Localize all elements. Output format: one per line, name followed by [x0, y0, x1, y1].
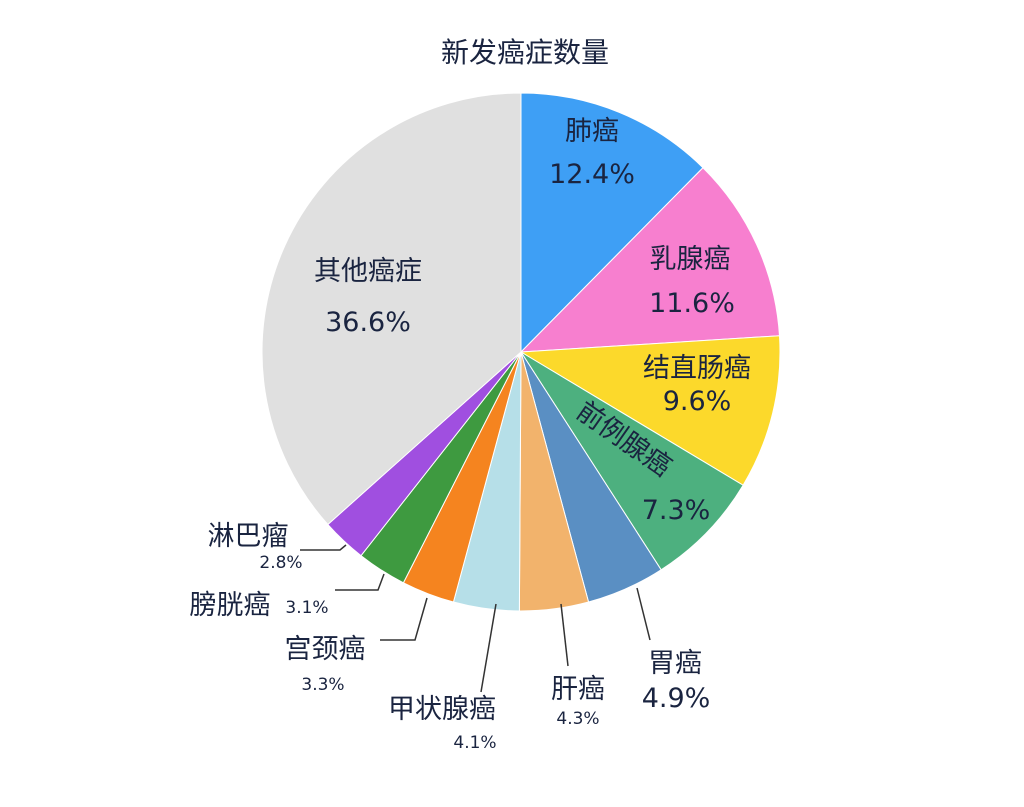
pie-slice: [261, 92, 522, 526]
slice-value-label: 12.4%: [549, 159, 635, 190]
leader-line: [480, 603, 497, 693]
slice-label: 甲状腺癌: [388, 694, 496, 725]
leader-line: [300, 544, 347, 551]
slice-label: 其他癌症: [314, 256, 422, 287]
slice-value-label: 3.1%: [285, 598, 328, 618]
slice-label: 结直肠癌: [643, 353, 751, 384]
leader-line: [335, 573, 385, 591]
pie-slice: [520, 92, 704, 354]
slice-value-label: 4.1%: [453, 733, 496, 753]
pie-slice: [520, 351, 744, 571]
slice-label: 肝癌: [551, 674, 605, 705]
leader-line: [560, 603, 569, 667]
slice-label: 膀胱癌: [190, 590, 271, 621]
chart-title: 新发癌症数量: [441, 36, 609, 69]
slice-value-label: 4.3%: [556, 709, 599, 729]
slice-label: 乳腺癌: [650, 244, 731, 275]
slice-label: 淋巴瘤: [208, 521, 289, 552]
slice-label: 肺癌: [565, 116, 619, 147]
leader-line: [636, 587, 651, 641]
slice-value-label: 36.6%: [325, 307, 411, 338]
pie-slice: [519, 335, 781, 486]
slice-value-label: 7.3%: [642, 495, 711, 526]
slice-value-label: 2.8%: [259, 553, 302, 573]
slice-value-label: 3.3%: [301, 675, 344, 695]
slice-label: 宫颈癌: [285, 634, 366, 665]
slice-value-label: 4.9%: [642, 683, 711, 714]
slice-value-label: 9.6%: [663, 386, 732, 417]
leader-line: [380, 597, 428, 641]
pie-slice: [519, 167, 781, 353]
slice-label: 胃癌: [648, 648, 702, 679]
slice-value-label: 11.6%: [649, 288, 735, 319]
